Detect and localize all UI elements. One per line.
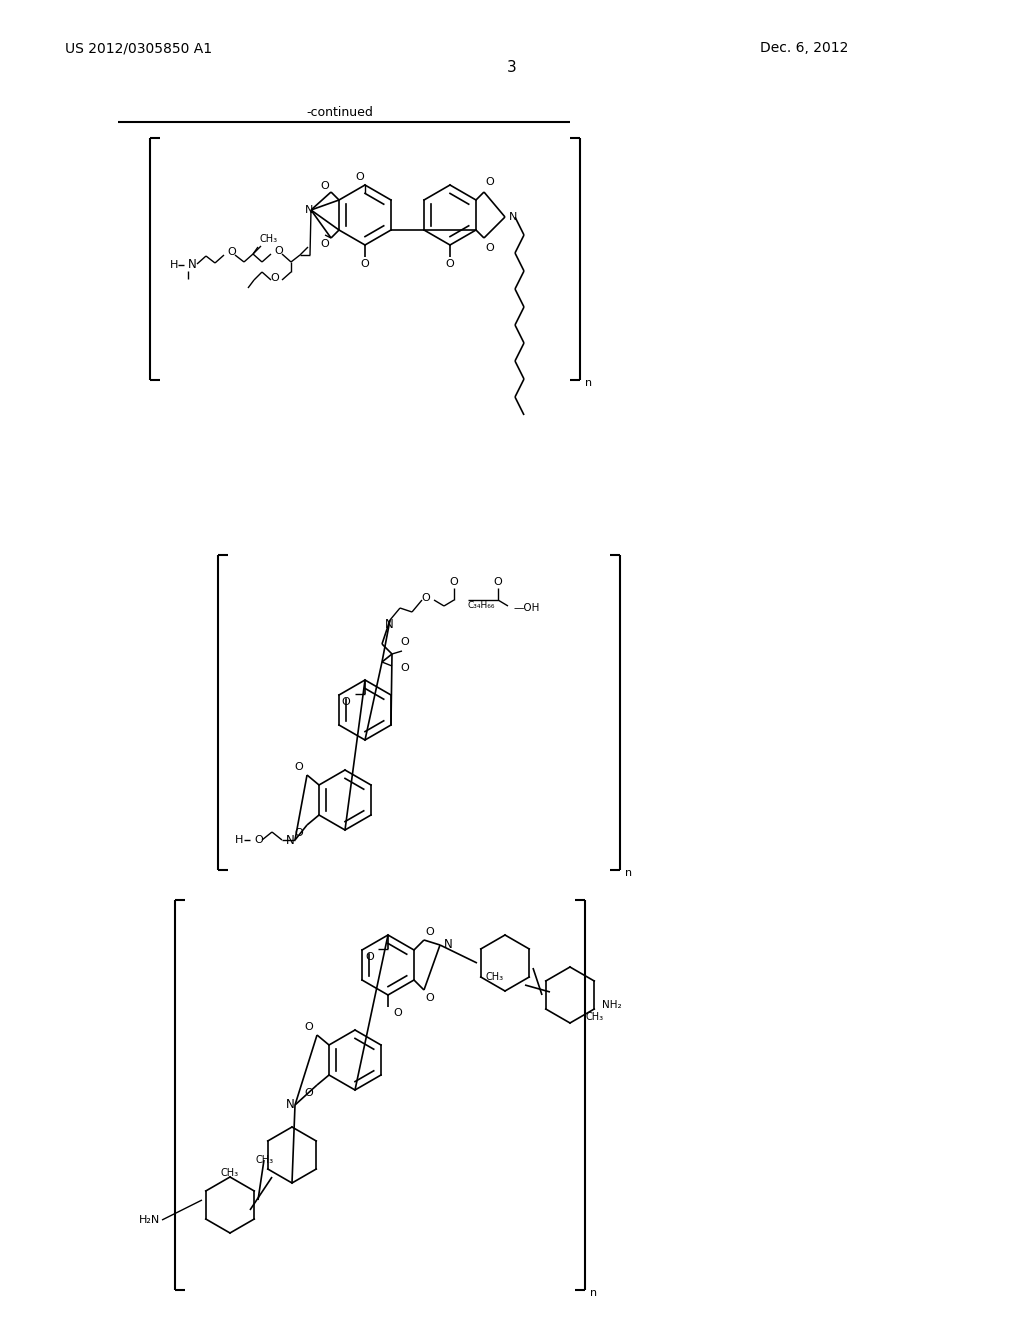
Text: O: O [393,1008,402,1018]
Text: O: O [426,993,434,1003]
Text: N: N [286,1098,294,1111]
Text: N: N [444,939,453,952]
Text: O: O [305,1022,313,1032]
Text: O: O [400,638,409,647]
Text: CH₃: CH₃ [256,1155,274,1166]
Text: O: O [227,247,236,257]
Text: n: n [625,869,632,878]
Text: O: O [494,577,503,587]
Text: O: O [321,181,330,191]
Text: —OH: —OH [514,603,541,612]
Text: O: O [254,836,263,845]
Text: O: O [270,273,279,282]
Text: CH₃: CH₃ [260,234,279,244]
Text: N: N [305,205,313,215]
Text: CH₃: CH₃ [221,1168,239,1177]
Text: O: O [400,663,409,673]
Text: C₃₄H₆₆: C₃₄H₆₆ [468,601,496,610]
Text: O: O [422,593,430,603]
Text: N: N [509,213,517,222]
Text: O: O [445,259,455,269]
Text: NH₂: NH₂ [602,1001,622,1010]
Text: N: N [286,833,294,846]
Text: N: N [385,619,393,631]
Text: n: n [590,1288,597,1298]
Text: H: H [234,836,243,845]
Text: n: n [585,378,592,388]
Text: O: O [295,762,303,772]
Text: Dec. 6, 2012: Dec. 6, 2012 [760,41,848,55]
Text: N: N [188,257,197,271]
Text: O: O [485,177,495,187]
Text: US 2012/0305850 A1: US 2012/0305850 A1 [65,41,212,55]
Text: O: O [450,577,459,587]
Text: O: O [360,259,370,269]
Text: O: O [305,1088,313,1098]
Text: O: O [274,246,283,256]
Text: CH₃: CH₃ [486,972,504,982]
Text: O: O [366,952,374,962]
Text: O: O [426,927,434,937]
Text: O: O [321,239,330,249]
Text: O: O [355,172,365,182]
Text: O: O [295,828,303,838]
Text: O: O [485,243,495,253]
Text: H₂N: H₂N [138,1214,160,1225]
Text: -continued: -continued [306,106,374,119]
Text: 3: 3 [507,61,517,75]
Text: CH₃: CH₃ [585,1012,603,1022]
Text: H: H [170,260,178,271]
Text: O: O [341,697,350,708]
